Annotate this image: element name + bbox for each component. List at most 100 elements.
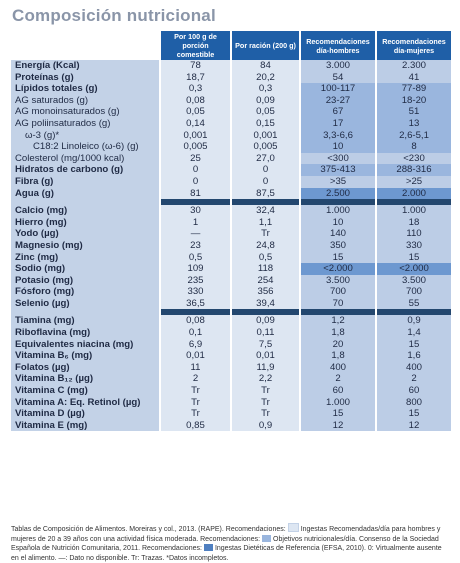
- value-rec-men: >35: [299, 175, 375, 188]
- value-rec-women: 2,6-5,1: [375, 129, 451, 142]
- value-per-100g: 0,5: [159, 251, 230, 264]
- value-rec-men: 54: [299, 71, 375, 84]
- value-rec-men: 17: [299, 117, 375, 130]
- value-per-serving: 24,8: [230, 239, 299, 252]
- value-rec-men: 15: [299, 408, 375, 420]
- nutrient-name: Calcio (mg): [11, 205, 159, 217]
- table-row: Vitamina A: Eq. Retinol (µg) Tr Tr 1.000 800: [11, 396, 451, 409]
- value-rec-men: <300: [299, 152, 375, 165]
- value-rec-men: 70: [299, 297, 375, 310]
- nutrient-name: Colesterol (mg/1000 kcal): [11, 152, 159, 165]
- separator-cell: [299, 199, 375, 206]
- value-rec-men: 12: [299, 419, 375, 432]
- value-per-100g: 25: [159, 152, 230, 165]
- table-row: Equivalentes niacina (mg) 6,9 7,5 20 15: [11, 338, 451, 351]
- value-per-serving: 0,05: [230, 106, 299, 118]
- value-rec-women: 800: [375, 396, 451, 409]
- value-per-serving: 0,11: [230, 327, 299, 339]
- nutrient-name: AG poliinsaturados (g): [11, 117, 159, 130]
- value-per-serving: 0: [230, 175, 299, 188]
- separator-cell: [159, 199, 230, 206]
- table-row: Magnesio (mg) 23 24,8 350 330: [11, 239, 451, 252]
- value-rec-men: 400: [299, 361, 375, 374]
- table-row: Vitamina B₆ (mg) 0,01 0,01 1,8 1,6: [11, 350, 451, 362]
- value-per-serving: 0,005: [230, 141, 299, 153]
- table-row: Tiamina (mg) 0,08 0,09 1,2 0,9: [11, 315, 451, 328]
- value-per-serving: 32,4: [230, 205, 299, 217]
- value-rec-men: 10: [299, 141, 375, 153]
- nutrient-name: Sodio (mg): [11, 263, 159, 275]
- value-per-100g: 0,3: [159, 83, 230, 95]
- separator-cell: [299, 309, 375, 316]
- nutrient-name: Agua (g): [11, 187, 159, 200]
- value-per-100g: 18,7: [159, 71, 230, 84]
- nutrient-name: Potasio (mg): [11, 274, 159, 287]
- value-rec-men: 100-117: [299, 83, 375, 95]
- nutrient-name: Vitamina B₁₂ (µg): [11, 373, 159, 386]
- footnote-part-1: Tablas de Composición de Alimentos. More…: [11, 526, 286, 533]
- value-rec-women: 1,6: [375, 350, 451, 362]
- table-row: Colesterol (mg/1000 kcal) 25 27,0 <300 <230: [11, 152, 451, 165]
- nutrient-name: Fósforo (mg): [11, 286, 159, 298]
- value-per-100g: 109: [159, 263, 230, 275]
- value-rec-men: 1,8: [299, 327, 375, 339]
- value-rec-men: 60: [299, 385, 375, 397]
- value-rec-women: 1,4: [375, 327, 451, 339]
- value-per-100g: 81: [159, 187, 230, 200]
- value-rec-women: 51: [375, 106, 451, 118]
- value-per-serving: 0,01: [230, 350, 299, 362]
- nutrition-table: Por 100 g de porción comestible Por raci…: [11, 31, 451, 432]
- value-per-serving: 0,15: [230, 117, 299, 130]
- table-row: Potasio (mg) 235 254 3.500 3.500: [11, 274, 451, 287]
- header-rec-women: Recomendaciones día-mujeres: [375, 31, 451, 60]
- header-per-serving: Por ración (200 g): [230, 31, 299, 60]
- value-per-100g: 1: [159, 216, 230, 229]
- value-per-100g: 78: [159, 60, 230, 72]
- value-per-100g: 11: [159, 361, 230, 374]
- value-per-serving: 11,9: [230, 361, 299, 374]
- value-rec-women: 77-89: [375, 83, 451, 95]
- value-per-serving: Tr: [230, 228, 299, 240]
- value-per-100g: 0,05: [159, 106, 230, 118]
- group-separator: [11, 309, 451, 316]
- value-per-100g: 0,005: [159, 141, 230, 153]
- page-title: Composición nutricional: [12, 6, 216, 25]
- nutrient-name: Vitamina A: Eq. Retinol (µg): [11, 396, 159, 409]
- value-per-serving: 1,1: [230, 216, 299, 229]
- nutrient-name: Vitamina E (mg): [11, 419, 159, 432]
- value-rec-men: 23-27: [299, 94, 375, 107]
- footnote-part-2: Ingestas Recomendadas/día para hombres y…: [11, 526, 441, 543]
- value-per-serving: 118: [230, 263, 299, 275]
- separator-cell: [159, 309, 230, 316]
- value-rec-men: 1,2: [299, 315, 375, 328]
- table-row: Lípidos totales (g) 0,3 0,3 100-117 77-89: [11, 83, 451, 95]
- table-row: Sodio (mg) 109 118 <2.000 <2.000: [11, 263, 451, 275]
- table-row: Fibra (g) 0 0 >35 >25: [11, 175, 451, 188]
- value-per-serving: 27,0: [230, 152, 299, 165]
- value-rec-women: <2.000: [375, 263, 451, 275]
- header-blank: [11, 31, 159, 60]
- table-header-row: Por 100 g de porción comestible Por raci…: [11, 31, 451, 60]
- value-rec-women: 55: [375, 297, 451, 310]
- value-rec-women: 1.000: [375, 205, 451, 217]
- table-row: Folatos (µg) 11 11,9 400 400: [11, 361, 451, 374]
- value-per-serving: 87,5: [230, 187, 299, 200]
- value-per-100g: 0,85: [159, 419, 230, 432]
- value-per-100g: 0: [159, 175, 230, 188]
- value-per-serving: 0,9: [230, 419, 299, 432]
- value-per-100g: 23: [159, 239, 230, 252]
- table-row: Yodo (µg) — Tr 140 110: [11, 228, 451, 240]
- value-rec-women: 18: [375, 216, 451, 229]
- nutrient-name: AG monoinsaturados (g): [11, 106, 159, 118]
- separator-cell: [230, 309, 299, 316]
- value-rec-men: 700: [299, 286, 375, 298]
- value-per-100g: 0,01: [159, 350, 230, 362]
- value-rec-women: 2.300: [375, 60, 451, 72]
- table-body: Energía (Kcal) 78 84 3.000 2.300 Proteínas (g…: [11, 60, 451, 432]
- value-rec-men: 3,3-6,6: [299, 129, 375, 142]
- nutrient-name: Hierro (mg): [11, 216, 159, 229]
- table-row: Hidratos de carbono (g) 0 0 375-413 288-316: [11, 164, 451, 176]
- footnote-part-4: Ingestas Dietéticas de Referencia (EFSA,…: [11, 545, 442, 562]
- header-rec-men: Recomendaciones día-hombres: [299, 31, 375, 60]
